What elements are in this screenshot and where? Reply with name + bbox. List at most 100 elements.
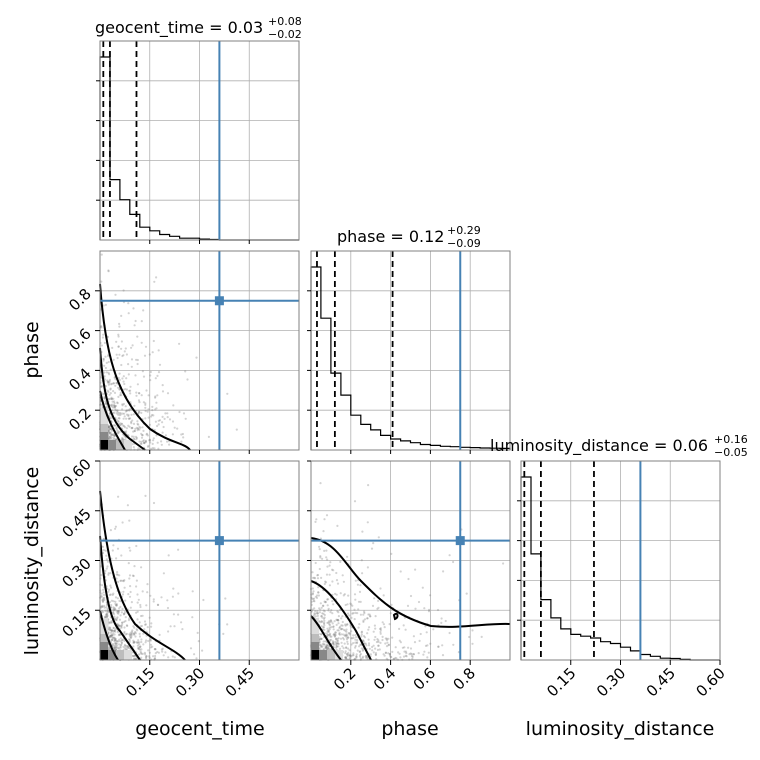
scatter-point [121, 408, 124, 411]
scatter-point [320, 638, 323, 641]
scatter-point [357, 600, 361, 603]
scatter-point [344, 656, 347, 659]
scatter-point [341, 624, 344, 627]
scatter-point [117, 333, 120, 336]
scatter-point [113, 376, 116, 379]
scatter-point [410, 654, 413, 658]
scatter-point [353, 618, 356, 621]
scatter-point [334, 633, 337, 636]
scatter-point [107, 270, 110, 273]
scatter-point [377, 599, 380, 603]
scatter-point [339, 637, 343, 640]
scatter-point [426, 656, 429, 659]
scatter-point [110, 629, 114, 633]
scatter-point [141, 426, 144, 429]
scatter-point [322, 612, 325, 616]
xtick-label-luminosity_distance: 0.45 [643, 664, 679, 700]
scatter-point [342, 594, 345, 597]
scatter-point [115, 642, 118, 645]
scatter-point [129, 633, 132, 637]
scatter-point [124, 388, 127, 391]
scatter-point [316, 612, 319, 615]
scatter-point [346, 642, 349, 646]
scatter-point [115, 617, 118, 620]
scatter-point [113, 615, 116, 618]
scatter-point [107, 437, 111, 440]
scatter-point [329, 619, 332, 622]
scatter-point [441, 654, 445, 657]
scatter-point [315, 518, 318, 521]
scatter-point [109, 417, 112, 420]
density-layer [100, 408, 343, 660]
scatter-point [362, 635, 366, 638]
scatter-point [152, 437, 155, 440]
scatter-point [128, 577, 131, 580]
scatter-point [153, 648, 156, 651]
scatter-point [328, 621, 331, 624]
scatter-point [367, 628, 370, 631]
scatter-point [131, 574, 135, 577]
scatter-point [147, 649, 150, 652]
scatter-point [171, 420, 175, 423]
scatter-point [112, 358, 115, 361]
scatter-point [385, 639, 389, 642]
scatter-point [131, 629, 134, 632]
scatter-point [108, 430, 111, 433]
scatter-point [164, 651, 167, 654]
scatter-point [124, 616, 127, 619]
scatter-point [106, 604, 109, 607]
scatter-point [374, 647, 377, 650]
scatter-point [171, 595, 174, 598]
scatter-point [113, 406, 116, 409]
scatter-point [127, 363, 130, 366]
scatter-point [147, 408, 150, 411]
scatter-point [172, 613, 175, 616]
scatter-point [120, 579, 123, 582]
scatter-point [383, 654, 386, 657]
scatter-point [118, 624, 121, 628]
scatter-point [161, 647, 164, 650]
scatter-point [126, 644, 129, 648]
scatter-point [352, 642, 355, 645]
scatter-point [130, 427, 133, 430]
contour-phase-luminosity_distance [310, 537, 511, 628]
scatter-point [110, 620, 113, 623]
scatter-point [140, 651, 143, 655]
xtick-label-luminosity_distance: 0.15 [543, 664, 579, 700]
scatter-point [320, 646, 323, 649]
density-cell [100, 408, 108, 416]
scatter-point [129, 407, 132, 411]
scatter-point [226, 392, 229, 395]
scatter-point [161, 415, 164, 418]
scatter-point [138, 428, 141, 431]
scatter-point [327, 647, 330, 650]
scatter-point [362, 639, 365, 642]
scatter-point [323, 582, 326, 586]
scatter-point [127, 312, 130, 315]
scatter-point [403, 650, 406, 653]
scatter-point [102, 598, 105, 601]
scatter-point [156, 424, 159, 428]
scatter-point [119, 579, 122, 582]
scatter-point [141, 614, 144, 617]
scatter-point [330, 619, 333, 622]
scatter-point [117, 623, 120, 626]
xlabel-geocent-time: geocent_time [135, 718, 264, 740]
scatter-point [102, 358, 105, 361]
scatter-point [114, 525, 117, 528]
scatter-point [107, 428, 111, 432]
scatter-point [105, 567, 108, 570]
scatter-point [108, 436, 112, 439]
scatter-point [342, 647, 345, 650]
scatter-point [109, 435, 112, 438]
scatter-point [365, 655, 369, 658]
scatter-point [312, 599, 315, 603]
scatter-point [115, 438, 118, 441]
scatter-point [330, 638, 333, 641]
scatter-point [115, 340, 118, 343]
scatter-point [122, 612, 126, 615]
scatter-point [104, 402, 108, 405]
scatter-point [366, 617, 369, 620]
scatter-point [153, 648, 157, 651]
scatter-point [123, 426, 127, 429]
